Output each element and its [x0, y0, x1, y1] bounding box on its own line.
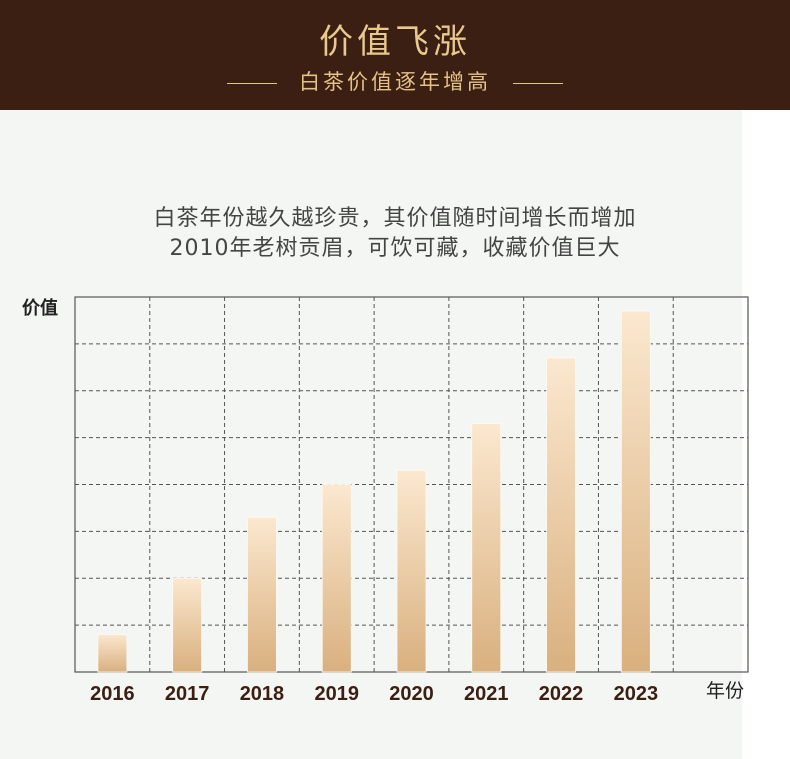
x-tick-label-2017: 2017 — [165, 683, 210, 705]
subtitle-right-rule — [513, 82, 563, 84]
chart-bars — [97, 310, 651, 673]
description-line-1: 白茶年份越久越珍贵，其价值随时间增长而增加 — [153, 206, 637, 231]
x-tick-label-2020: 2020 — [389, 683, 434, 705]
x-tick-label-2023: 2023 — [614, 683, 659, 705]
header-banner: 价值飞涨 白茶价值逐年增高 — [0, 0, 790, 110]
bar-2022 — [546, 357, 576, 673]
bar-2023 — [620, 310, 651, 673]
header-title: 价值飞涨 — [319, 22, 471, 62]
bar-2016 — [97, 634, 128, 673]
bar-2018 — [247, 516, 277, 673]
chart-tick-labels: 2016 2017 2018 2019 2020 2021 2022 2023 — [90, 683, 658, 705]
bar-2017 — [172, 577, 203, 673]
bar-2020 — [396, 470, 427, 673]
subtitle-left-rule — [227, 82, 277, 84]
y-axis-label: 价值 — [22, 297, 58, 319]
x-tick-label-2016: 2016 — [90, 683, 135, 705]
x-tick-label-2019: 2019 — [314, 683, 359, 705]
x-tick-label-2022: 2022 — [539, 683, 584, 705]
header-subtitle-row: 白茶价值逐年增高 — [0, 66, 790, 96]
x-axis-label: 年份 — [706, 680, 744, 702]
bar-2021 — [471, 423, 502, 673]
x-tick-label-2018: 2018 — [240, 683, 285, 705]
description-line-2: 2010年老树贡眉，可饮可藏，收藏价值巨大 — [169, 236, 621, 261]
header-subtitle: 白茶价值逐年增高 — [299, 70, 491, 94]
x-tick-label-2021: 2021 — [464, 683, 509, 705]
bar-2019 — [321, 484, 352, 673]
